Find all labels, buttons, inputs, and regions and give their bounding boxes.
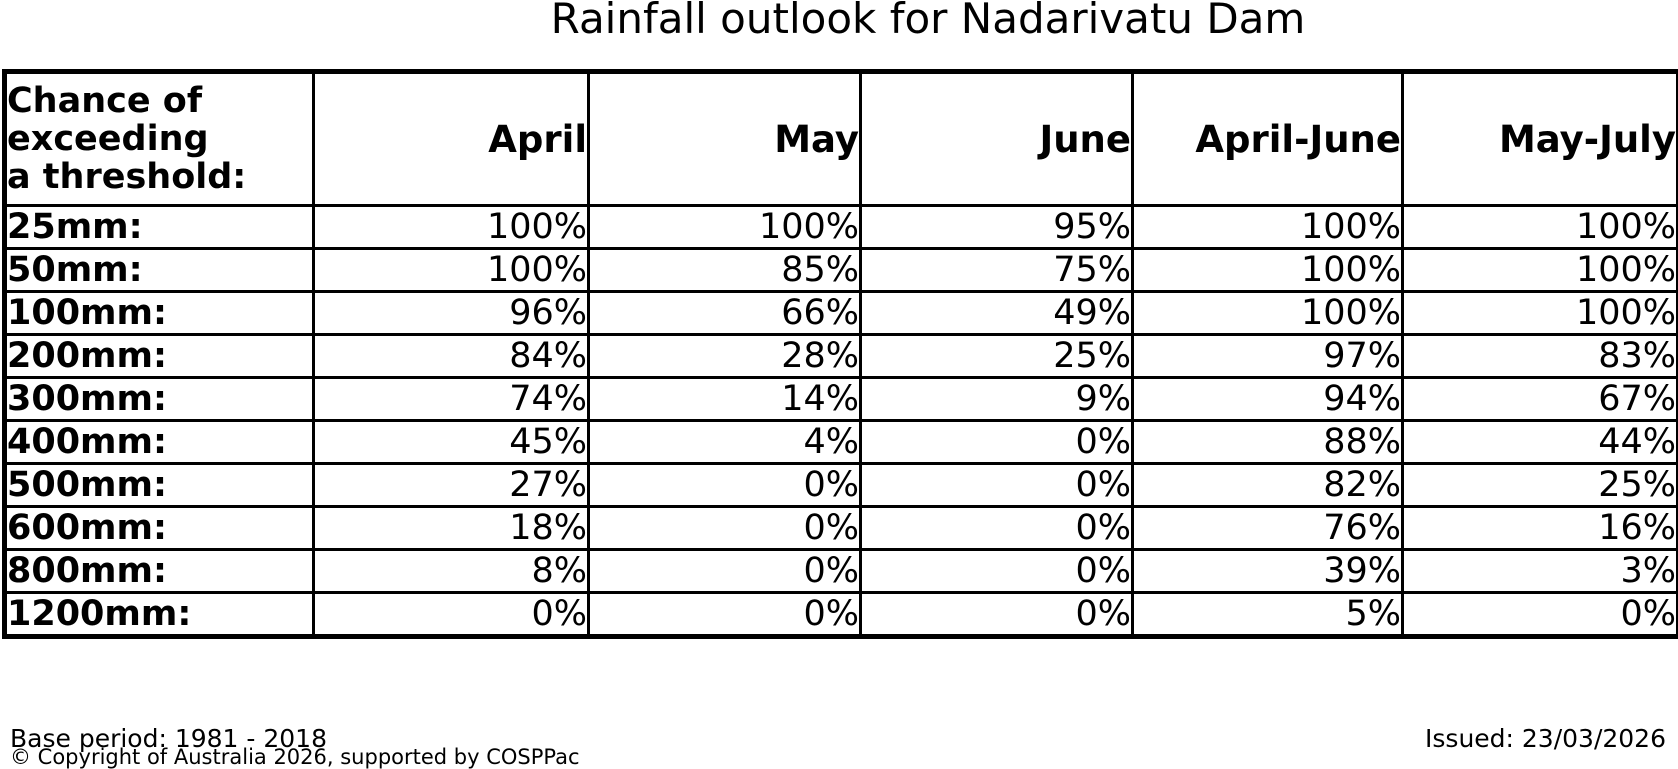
probability-value: 0% — [587, 505, 862, 551]
probability-value: 28% — [587, 333, 862, 379]
probability-value: 66% — [587, 290, 862, 336]
table-row: 400mm: 45% 4% 0% 88% 44% — [3, 419, 1678, 465]
probability-value: 18% — [312, 505, 590, 551]
probability-value: 0% — [859, 462, 1134, 508]
footer-right: Issued: 23/03/2026 Run: 21/03/2026 — [1425, 671, 1666, 769]
threshold-label: 800mm: — [3, 548, 315, 594]
probability-value: 0% — [859, 419, 1134, 465]
table-row: 25mm: 100% 100% 95% 100% 100% — [3, 204, 1678, 250]
probability-value: 0% — [859, 505, 1134, 551]
probability-value: 100% — [1401, 204, 1678, 250]
threshold-label: 200mm: — [3, 333, 315, 379]
probability-value: 82% — [1131, 462, 1404, 508]
probability-value: 0% — [859, 591, 1134, 638]
probability-value: 95% — [859, 204, 1134, 250]
probability-value: 27% — [312, 462, 590, 508]
probability-value: 100% — [1131, 247, 1404, 293]
threshold-label: 50mm: — [3, 247, 315, 293]
probability-value: 75% — [859, 247, 1134, 293]
probability-value: 100% — [312, 247, 590, 293]
probability-value: 84% — [312, 333, 590, 379]
probability-value: 0% — [312, 591, 590, 638]
probability-value: 0% — [587, 591, 862, 638]
probability-value: 100% — [1401, 290, 1678, 336]
probability-value: 76% — [1131, 505, 1404, 551]
table-body: 25mm: 100% 100% 95% 100% 100% 50mm: 100% 85% 75% 1… — [3, 204, 1678, 638]
probability-value: 44% — [1401, 419, 1678, 465]
table-row: 300mm: 74% 14% 9% 94% 67% — [3, 376, 1678, 422]
threshold-label: 100mm: — [3, 290, 315, 336]
probability-value: 5% — [1131, 591, 1404, 638]
threshold-label: 400mm: — [3, 419, 315, 465]
table-header-row: Chance of exceeding a threshold: April M… — [3, 70, 1678, 207]
probability-value: 39% — [1131, 548, 1404, 594]
probability-value: 100% — [1131, 204, 1404, 250]
probability-value: 97% — [1131, 333, 1404, 379]
threshold-label: 25mm: — [3, 204, 315, 250]
probability-value: 88% — [1131, 419, 1404, 465]
probability-value: 74% — [312, 376, 590, 422]
probability-value: 83% — [1401, 333, 1678, 379]
probability-value: 67% — [1401, 376, 1678, 422]
issued-date-text: Issued: 23/03/2026 — [1425, 724, 1666, 753]
threshold-label: 500mm: — [3, 462, 315, 508]
probability-value: 100% — [587, 204, 862, 250]
probability-value: 94% — [1131, 376, 1404, 422]
probability-value: 8% — [312, 548, 590, 594]
table-row: 500mm: 27% 0% 0% 82% 25% — [3, 462, 1678, 508]
page-title: Rainfall outlook for Nadarivatu Dam — [550, 0, 1306, 43]
rainfall-outlook-table: Chance of exceeding a threshold: April M… — [2, 69, 1678, 639]
column-header-june: June — [859, 70, 1134, 207]
probability-value: 100% — [1131, 290, 1404, 336]
table-row: 50mm: 100% 85% 75% 100% 100% — [3, 247, 1678, 293]
probability-value: 4% — [587, 419, 862, 465]
probability-value: 100% — [312, 204, 590, 250]
probability-value: 49% — [859, 290, 1134, 336]
probability-value: 45% — [312, 419, 590, 465]
probability-value: 0% — [587, 548, 862, 594]
table-row: 1200mm: 0% 0% 0% 5% 0% — [3, 591, 1678, 638]
column-header-april: April — [312, 70, 590, 207]
column-header-may: May — [587, 70, 862, 207]
column-header-threshold: Chance of exceeding a threshold: — [3, 70, 315, 207]
table-row: 200mm: 84% 28% 25% 97% 83% — [3, 333, 1678, 379]
copyright-text: © Copyright of Australia 2026, supported… — [10, 745, 580, 769]
probability-value: 14% — [587, 376, 862, 422]
probability-value: 100% — [1401, 247, 1678, 293]
table-row: 600mm: 18% 0% 0% 76% 16% — [3, 505, 1678, 551]
probability-value: 85% — [587, 247, 862, 293]
probability-value: 96% — [312, 290, 590, 336]
footer-left: Base period: 1981 - 2018 Data source: AC… — [10, 671, 327, 769]
probability-value: 9% — [859, 376, 1134, 422]
threshold-label: 1200mm: — [3, 591, 315, 638]
threshold-label: 300mm: — [3, 376, 315, 422]
probability-value: 0% — [587, 462, 862, 508]
threshold-label: 600mm: — [3, 505, 315, 551]
table-row: 100mm: 96% 66% 49% 100% 100% — [3, 290, 1678, 336]
probability-value: 0% — [1401, 591, 1678, 638]
probability-value: 16% — [1401, 505, 1678, 551]
probability-value: 25% — [859, 333, 1134, 379]
probability-value: 3% — [1401, 548, 1678, 594]
column-header-april-june: April-June — [1131, 70, 1404, 207]
base-period-text: Base period: 1981 - 2018 — [10, 724, 327, 753]
column-header-may-july: May-July — [1401, 70, 1678, 207]
probability-value: 25% — [1401, 462, 1678, 508]
table-row: 800mm: 8% 0% 0% 39% 3% — [3, 548, 1678, 594]
probability-value: 0% — [859, 548, 1134, 594]
